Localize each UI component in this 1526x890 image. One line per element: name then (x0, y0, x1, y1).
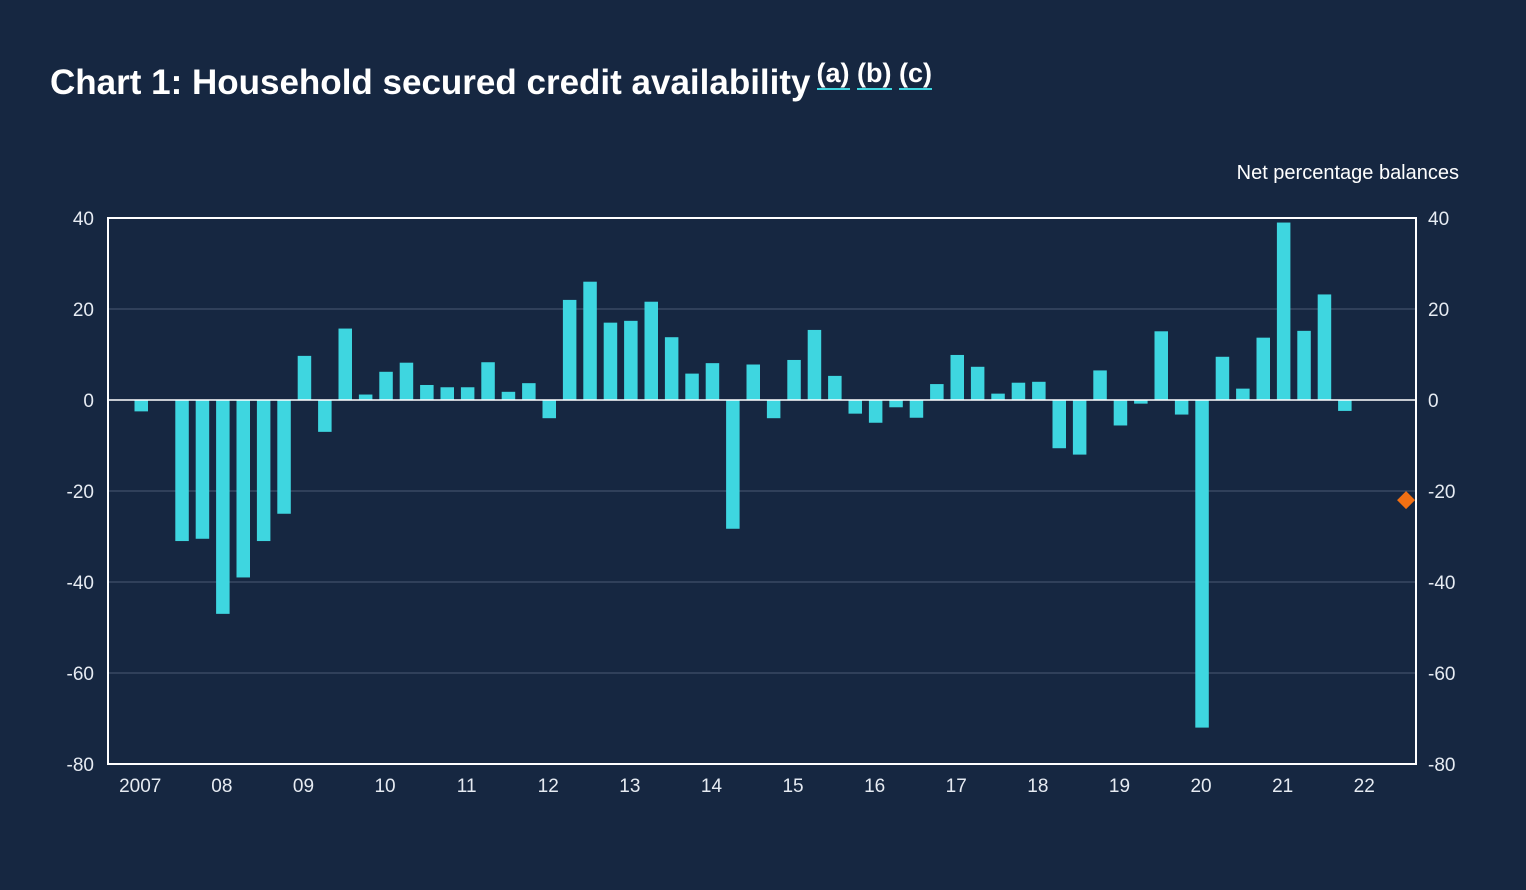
y-tick-right: 20 (1428, 300, 1449, 321)
bar (950, 354, 964, 400)
bar (134, 400, 148, 412)
bar (685, 373, 699, 400)
bar (1276, 222, 1291, 400)
y-tick-left: -60 (67, 664, 94, 685)
bar (175, 400, 189, 542)
bar (420, 384, 434, 400)
y-tick-left: -80 (67, 755, 94, 776)
bar (746, 364, 760, 400)
bar (624, 320, 638, 400)
bar (358, 394, 373, 400)
bar (440, 387, 454, 400)
x-tick: 16 (864, 776, 885, 797)
bar (970, 366, 985, 400)
footnote-a-link[interactable]: (a) (816, 58, 850, 90)
bar (1113, 400, 1128, 426)
bar (399, 362, 414, 400)
bar (542, 400, 556, 419)
footnote-c-link[interactable]: (c) (899, 58, 933, 90)
bar (1256, 337, 1270, 400)
bar (522, 383, 536, 400)
y-tick-right: 0 (1428, 391, 1439, 412)
bar (1195, 400, 1209, 728)
bar (726, 400, 740, 529)
bar (1052, 400, 1066, 449)
bar (1174, 400, 1189, 415)
chart-title-text: Chart 1: Household secured credit availa… (50, 63, 811, 102)
bar (318, 400, 332, 432)
footnote-b-link[interactable]: (b) (857, 58, 892, 90)
bar (236, 400, 250, 578)
bar (664, 337, 679, 400)
x-tick: 12 (538, 776, 559, 797)
y-tick-right: -20 (1428, 482, 1455, 503)
bar (379, 371, 393, 400)
bar (562, 299, 577, 400)
bar (1215, 356, 1230, 400)
y-tick-right: -40 (1428, 573, 1455, 594)
bar (460, 387, 475, 400)
y-tick-right: -80 (1428, 755, 1455, 776)
y-tick-left: 20 (73, 300, 94, 321)
bar (705, 363, 720, 400)
x-tick: 18 (1027, 776, 1048, 797)
chart-title: Chart 1: Household secured credit availa… (50, 58, 933, 103)
footnote-markers: (a) (b) (c) (816, 58, 933, 90)
bar (216, 400, 230, 614)
x-tick: 22 (1354, 776, 1375, 797)
x-tick: 10 (374, 776, 395, 797)
y-tick-left: 40 (73, 209, 94, 230)
x-tick: 13 (619, 776, 640, 797)
x-tick: 11 (457, 776, 477, 797)
y-tick-right: -60 (1428, 664, 1455, 685)
bar (909, 400, 924, 418)
bar (766, 400, 781, 419)
bar (868, 400, 883, 423)
x-tick: 2007 (119, 776, 161, 797)
bar (1236, 388, 1250, 400)
bar (828, 375, 842, 400)
x-tick: 20 (1190, 776, 1211, 797)
bar (1072, 400, 1087, 455)
x-tick: 15 (782, 776, 803, 797)
y-tick-left: -20 (67, 482, 94, 503)
bar (603, 322, 618, 400)
bar (807, 329, 822, 400)
bar (1338, 400, 1352, 411)
bar (501, 391, 516, 400)
bar (277, 400, 291, 514)
bar (889, 400, 903, 408)
x-tick: 09 (293, 776, 314, 797)
bar (256, 400, 271, 542)
x-tick: 21 (1272, 776, 1293, 797)
expected-marker (1397, 491, 1416, 510)
y-tick-left: 0 (83, 391, 94, 412)
bar (644, 301, 658, 400)
bar (930, 384, 944, 400)
bar (338, 328, 352, 400)
bar (1011, 382, 1026, 400)
x-tick: 19 (1109, 776, 1130, 797)
bar (1154, 331, 1168, 400)
bar (195, 400, 210, 539)
bar (1317, 294, 1332, 400)
bar (787, 359, 801, 400)
x-tick: 14 (701, 776, 723, 797)
bar (481, 362, 495, 400)
bar (1297, 330, 1311, 400)
bar (583, 281, 597, 400)
units-label: Net percentage balances (1236, 162, 1459, 184)
x-tick: 08 (211, 776, 232, 797)
bar (297, 355, 312, 400)
bar (991, 393, 1005, 400)
bar (1032, 381, 1046, 400)
bar (848, 400, 862, 414)
y-tick-left: -40 (67, 573, 94, 594)
bar (1093, 370, 1107, 400)
bar (1134, 400, 1148, 404)
plot-frame (107, 217, 1417, 765)
x-tick: 17 (946, 776, 967, 797)
y-tick-right: 40 (1428, 209, 1449, 230)
